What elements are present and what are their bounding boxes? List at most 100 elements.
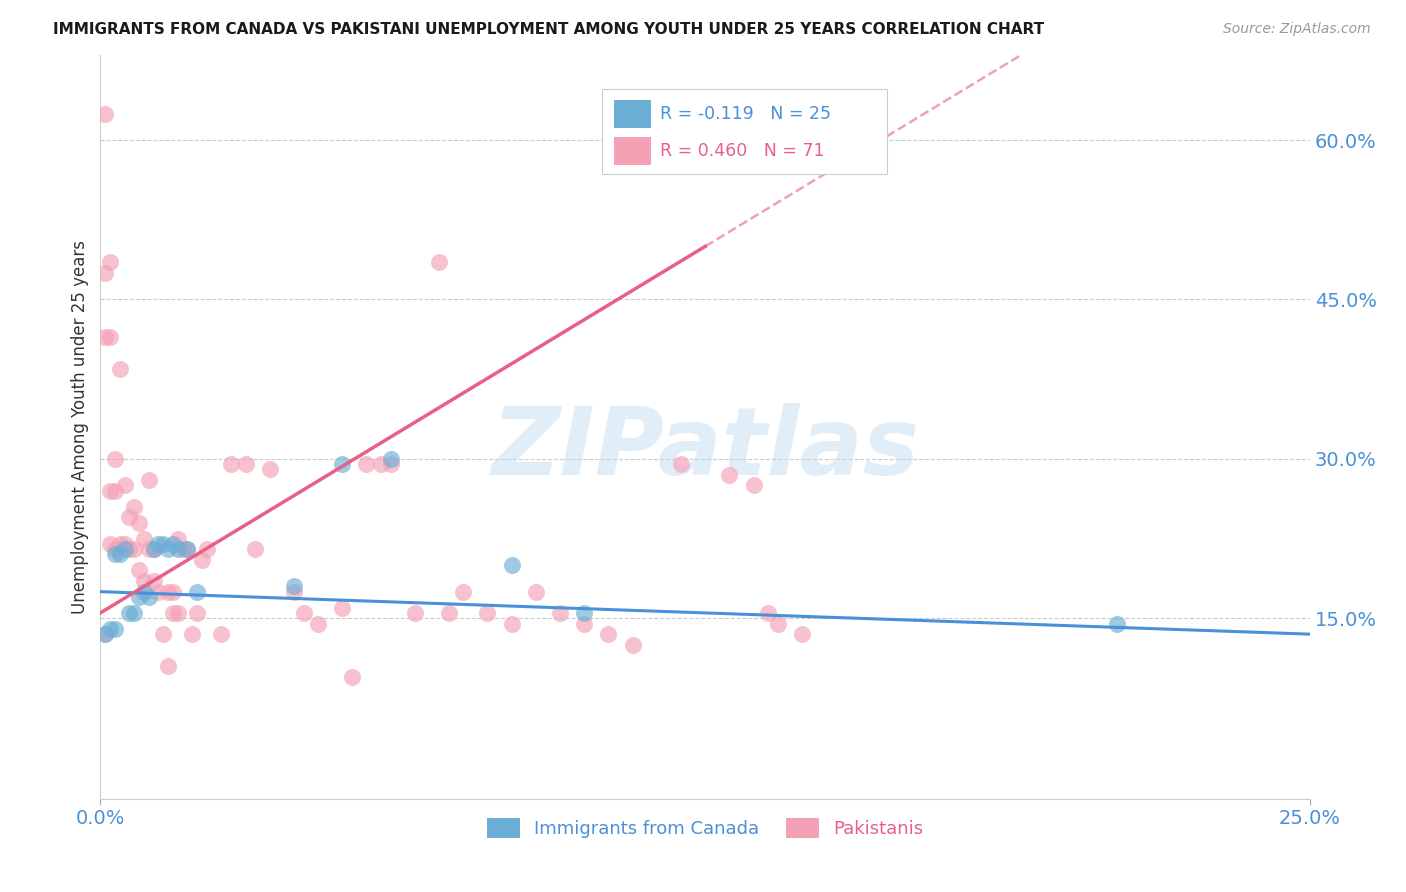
Point — [245, 542, 267, 557]
Point — [132, 532, 155, 546]
Point — [283, 579, 305, 593]
Point — [186, 584, 208, 599]
Point — [176, 542, 198, 557]
Point — [340, 670, 363, 684]
Point — [451, 584, 474, 599]
Point — [477, 606, 499, 620]
Point — [108, 548, 131, 562]
Point — [524, 584, 547, 599]
Point — [138, 473, 160, 487]
Text: R = -0.119   N = 25: R = -0.119 N = 25 — [661, 105, 831, 123]
Point — [370, 457, 392, 471]
FancyBboxPatch shape — [614, 100, 651, 128]
Point — [756, 606, 779, 620]
Point — [122, 606, 145, 620]
Point — [118, 542, 141, 557]
Text: IMMIGRANTS FROM CANADA VS PAKISTANI UNEMPLOYMENT AMONG YOUTH UNDER 25 YEARS CORR: IMMIGRANTS FROM CANADA VS PAKISTANI UNEM… — [53, 22, 1045, 37]
Point — [356, 457, 378, 471]
Point — [114, 537, 136, 551]
Point — [330, 600, 353, 615]
Point — [380, 451, 402, 466]
Point — [94, 329, 117, 343]
Point — [157, 659, 180, 673]
Point — [148, 584, 170, 599]
Point — [128, 590, 150, 604]
Point — [172, 542, 194, 557]
Point — [742, 478, 765, 492]
Point — [181, 627, 204, 641]
Point — [104, 622, 127, 636]
Point — [235, 457, 257, 471]
Point — [404, 606, 426, 620]
Point — [142, 542, 165, 557]
Point — [195, 542, 218, 557]
Point — [574, 606, 596, 620]
Point — [718, 467, 741, 482]
Point — [157, 584, 180, 599]
Point — [122, 500, 145, 514]
Point — [98, 537, 121, 551]
Point — [501, 558, 523, 573]
Point — [142, 574, 165, 588]
Y-axis label: Unemployment Among Youth under 25 years: Unemployment Among Youth under 25 years — [72, 240, 89, 614]
Text: ZIPatlas: ZIPatlas — [491, 403, 920, 495]
Point — [98, 329, 121, 343]
Point — [132, 584, 155, 599]
Point — [574, 616, 596, 631]
Point — [330, 457, 353, 471]
Point — [166, 542, 188, 557]
Point — [104, 483, 127, 498]
Point — [162, 606, 184, 620]
Point — [118, 510, 141, 524]
Point — [166, 532, 188, 546]
Point — [548, 606, 571, 620]
Point — [157, 542, 180, 557]
Point — [162, 537, 184, 551]
Point — [219, 457, 242, 471]
Legend: Immigrants from Canada, Pakistanis: Immigrants from Canada, Pakistanis — [479, 810, 931, 846]
Point — [98, 483, 121, 498]
Point — [128, 516, 150, 530]
Point — [766, 616, 789, 631]
Point — [118, 606, 141, 620]
Point — [307, 616, 329, 631]
Point — [108, 537, 131, 551]
Point — [94, 627, 117, 641]
Point — [142, 542, 165, 557]
Point — [148, 537, 170, 551]
Point — [259, 462, 281, 476]
Point — [209, 627, 232, 641]
FancyBboxPatch shape — [602, 88, 887, 174]
Point — [186, 606, 208, 620]
Point — [501, 616, 523, 631]
Point — [122, 542, 145, 557]
Point — [114, 478, 136, 492]
Point — [108, 361, 131, 376]
Point — [114, 542, 136, 557]
Point — [98, 255, 121, 269]
Point — [138, 590, 160, 604]
Point — [1105, 616, 1128, 631]
Point — [128, 563, 150, 577]
Point — [152, 627, 174, 641]
Point — [138, 542, 160, 557]
Point — [94, 266, 117, 280]
Point — [176, 542, 198, 557]
Point — [427, 255, 450, 269]
Point — [380, 457, 402, 471]
Point — [98, 622, 121, 636]
Point — [598, 627, 620, 641]
Point — [104, 451, 127, 466]
Point — [94, 106, 117, 120]
Point — [162, 584, 184, 599]
Text: Source: ZipAtlas.com: Source: ZipAtlas.com — [1223, 22, 1371, 37]
Point — [669, 457, 692, 471]
Point — [104, 542, 127, 557]
Point — [283, 584, 305, 599]
Point — [94, 627, 117, 641]
Point — [621, 638, 644, 652]
Point — [790, 627, 813, 641]
Point — [166, 606, 188, 620]
Text: R = 0.460   N = 71: R = 0.460 N = 71 — [661, 142, 825, 160]
Point — [292, 606, 315, 620]
